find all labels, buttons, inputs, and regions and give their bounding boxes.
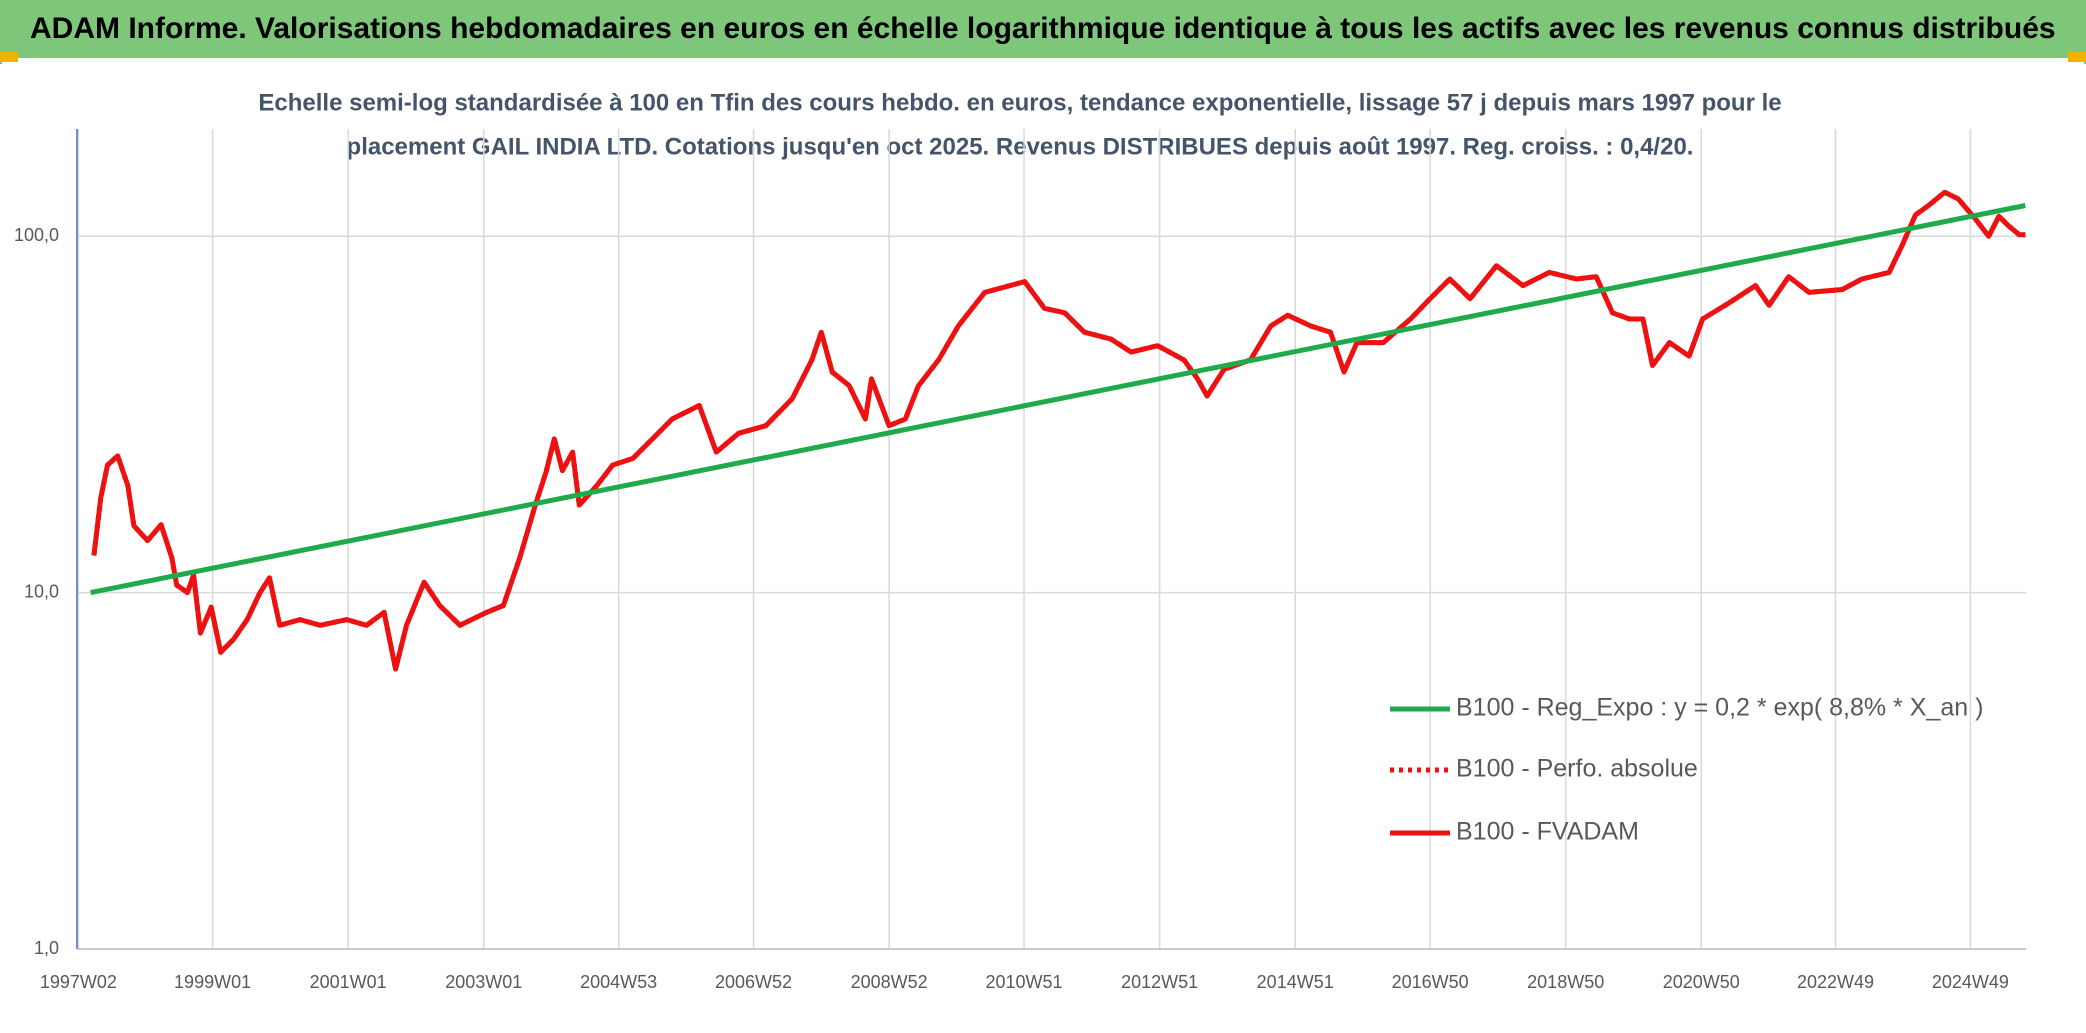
- legend-label: B100 - Perfo. absolue: [1456, 755, 1698, 783]
- x-tick-label: 2014W51: [1257, 972, 1334, 992]
- x-tick-label: 2016W50: [1392, 972, 1469, 992]
- corner: [2068, 52, 2086, 62]
- legend-label: B100 - Reg_Expo : y = 0,2 * exp( 8,8% * …: [1456, 694, 1983, 722]
- corner: [0, 52, 18, 62]
- y-tick-label: 1,0: [34, 938, 59, 958]
- series-line: [91, 189, 2026, 672]
- y-tick-label: 100,0: [14, 225, 59, 245]
- x-tick-label: 2022W49: [1797, 972, 1874, 992]
- x-tick-label: 2004W53: [580, 972, 657, 992]
- x-tick-label: 2024W49: [1932, 972, 2009, 992]
- series-line: [90, 203, 2026, 596]
- x-tick-label: 2018W50: [1527, 972, 1604, 992]
- x-tick-label: 2008W52: [851, 972, 928, 992]
- legend-label: B100 - FVADAM: [1456, 818, 1639, 846]
- subtitle: placement GAIL INDIA LTD. Cotations jusq…: [347, 133, 1694, 160]
- x-tick-label: 2020W50: [1663, 972, 1740, 992]
- x-tick-label: 2012W51: [1121, 972, 1198, 992]
- header-bar: [0, 0, 2086, 58]
- y-tick-label: 10,0: [24, 581, 59, 601]
- subtitle: Echelle semi-log standardisée à 100 en T…: [258, 89, 1781, 116]
- x-tick-label: 2001W01: [310, 972, 387, 992]
- x-tick-label: 2006W52: [715, 972, 792, 992]
- x-tick-label: 2010W51: [986, 972, 1063, 992]
- x-tick-label: 1997W02: [40, 972, 117, 992]
- x-tick-label: 2003W01: [445, 972, 522, 992]
- chart-title: ADAM Informe. Valorisations hebdomadaire…: [30, 12, 2056, 45]
- x-tick-label: 1999W01: [174, 972, 251, 992]
